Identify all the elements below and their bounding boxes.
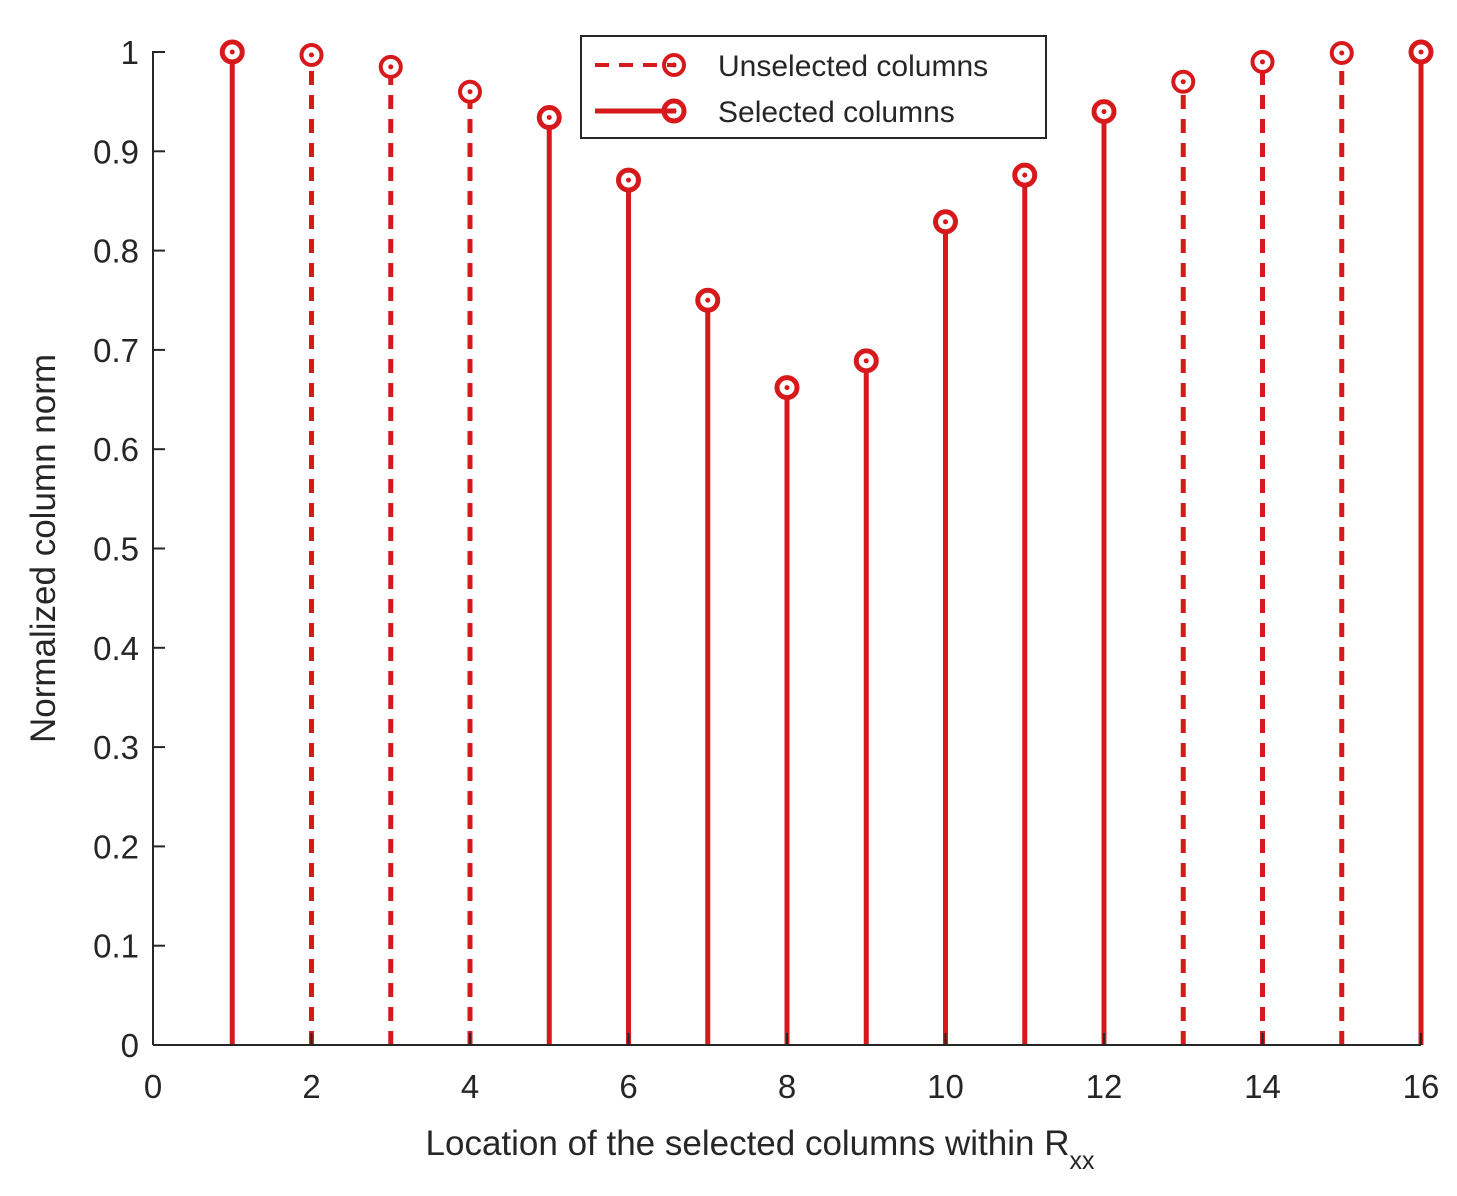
stem-marker — [774, 375, 800, 401]
x-tick-label: 0 — [144, 1068, 162, 1105]
x-tick-label: 10 — [927, 1068, 964, 1105]
y-tick-label: 0.9 — [93, 133, 139, 170]
legend-marker-swatch-center — [671, 108, 677, 114]
stem-marker — [616, 167, 641, 193]
stem-marker-center — [229, 49, 235, 55]
stem-marker-center — [1339, 50, 1345, 56]
stem-marker-center — [467, 89, 473, 95]
legend-marker-swatch — [661, 98, 687, 124]
y-tick-label: 0.1 — [93, 928, 139, 965]
stem-marker-center — [705, 297, 711, 303]
y-tick-label: 0.5 — [93, 531, 139, 568]
stem-marker — [1012, 162, 1038, 188]
x-tick-label: 12 — [1086, 1068, 1123, 1105]
stem-marker-center — [943, 219, 948, 225]
series-unselected — [299, 40, 1354, 1045]
legend-entry-unselected: Unselected columns — [595, 50, 988, 83]
stem-marker-center — [1022, 172, 1028, 178]
x-tick-label: 6 — [619, 1068, 637, 1105]
x-tick-label: 4 — [461, 1068, 479, 1105]
stem-marker — [1408, 39, 1434, 65]
stem-marker — [1250, 49, 1275, 74]
x-axis-label-main: Location of the selected columns within … — [426, 1124, 1070, 1163]
stem-marker-center — [784, 385, 790, 391]
x-tick-label: 2 — [302, 1068, 320, 1105]
legend-box — [580, 35, 1047, 139]
series-selected — [219, 39, 1434, 1045]
y-tick-label: 0.7 — [93, 332, 139, 369]
stem-marker-center — [863, 358, 869, 364]
plot-area — [219, 39, 1434, 1045]
y-tick-label: 1 — [121, 34, 139, 71]
x-axis-label-subscript: xx — [1069, 1147, 1095, 1175]
legend-marker-swatch — [662, 53, 686, 77]
stem-marker — [378, 54, 403, 79]
stem-marker-center — [1101, 109, 1107, 115]
y-tick-label: 0.6 — [93, 431, 139, 468]
axes: 0 2 4 6 8 10 12 14 16 00.10.20.30.40.50.60.70.80… — [93, 34, 1439, 1105]
legend-label: Selected columns — [718, 96, 955, 129]
stem-marker-center — [1180, 79, 1186, 85]
stem-marker-center — [1418, 49, 1424, 55]
stem-marker — [219, 39, 245, 65]
x-tick-label: 16 — [1403, 1068, 1440, 1105]
stem-marker — [853, 348, 879, 374]
stem-marker-center — [546, 115, 552, 121]
stem-marker — [933, 209, 958, 235]
x-tick-label: 8 — [778, 1068, 796, 1105]
x-tick-label: 14 — [1244, 1068, 1281, 1105]
legend-entries: Unselected columns Selected columns — [595, 50, 988, 129]
legend-marker-swatch-center — [671, 62, 677, 68]
stem-marker-center — [1260, 59, 1265, 65]
y-tick-label: 0.3 — [93, 729, 139, 766]
stem-marker-center — [626, 177, 631, 183]
legend: Unselected columns Selected columns — [580, 35, 1047, 139]
legend-label: Unselected columns — [718, 50, 988, 83]
stem-marker-center — [309, 52, 314, 58]
stem-marker — [536, 105, 562, 131]
stem-marker — [458, 79, 482, 104]
x-ticks: 0 2 4 6 8 10 12 14 16 — [144, 1033, 1440, 1105]
stem-marker — [695, 287, 721, 313]
stem-marker — [1091, 99, 1117, 125]
y-ticks: 0 0.1 0.2 0.3 0.4 0.5 0.6 0.7 0.8 0.9 1 — [93, 34, 165, 1064]
legend-entry-selected: Selected columns — [595, 96, 955, 129]
stem-marker — [1171, 69, 1196, 94]
y-tick-label: 0 — [121, 1027, 139, 1064]
y-tick-label: 0.4 — [93, 630, 139, 667]
x-axis-label: Location of the selected columns within … — [426, 1124, 1095, 1175]
stem-marker — [1329, 40, 1354, 65]
y-tick-label: 0.2 — [93, 828, 139, 865]
y-tick-label: 0.8 — [93, 233, 139, 270]
stem-marker — [299, 42, 324, 67]
stem-marker-center — [388, 64, 394, 70]
y-axis-label: Normalized column norm — [24, 354, 63, 743]
